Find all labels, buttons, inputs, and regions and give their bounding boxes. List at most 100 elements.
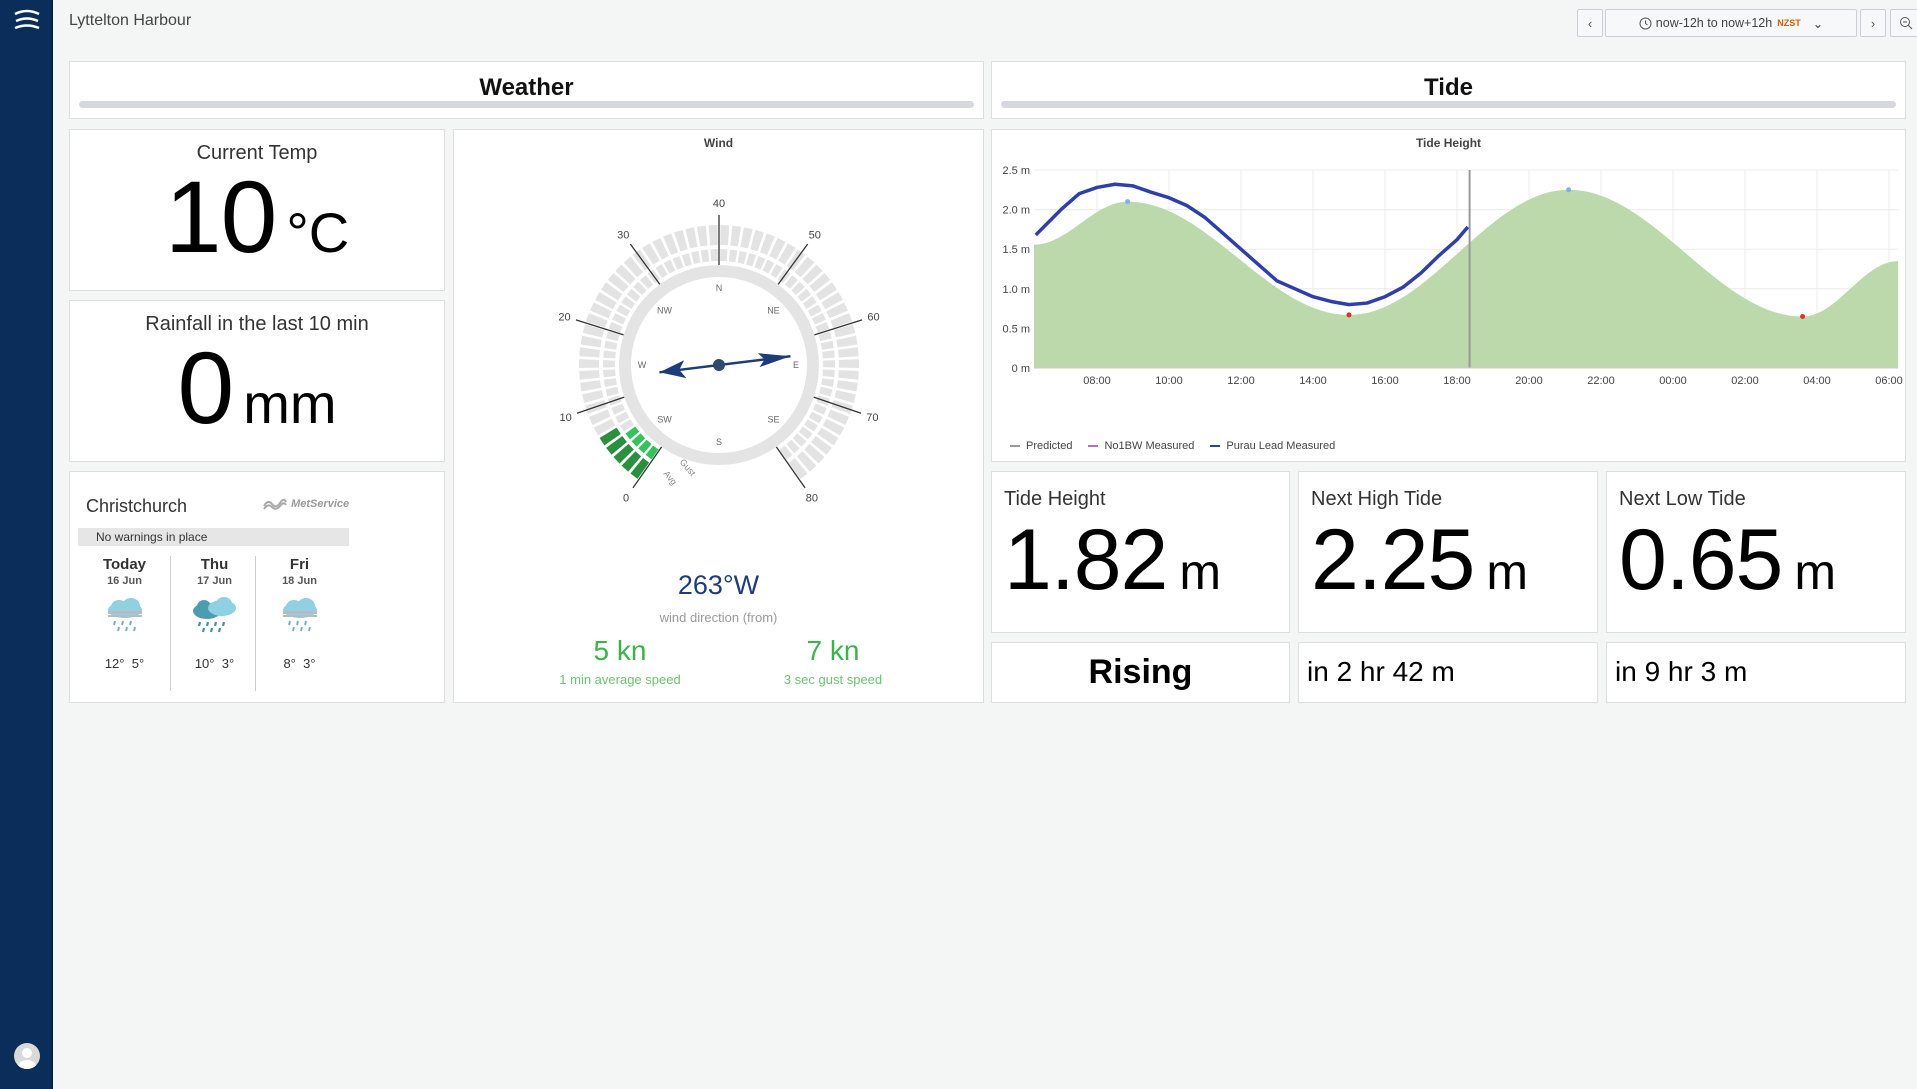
avg-speed-segment	[611, 403, 626, 415]
time-range-picker[interactable]: now-12h to now+12h NZST ⌄	[1605, 9, 1857, 37]
forecast-day-date: 16 Jun	[107, 575, 142, 587]
gust-speed-segment	[836, 335, 858, 348]
gust-speed-value: 7 kn	[806, 635, 860, 666]
tide-trend-stat[interactable]: Rising	[991, 642, 1290, 703]
gust-speed-segment	[652, 237, 669, 260]
gust-speed-segment	[579, 370, 600, 380]
avg-speed-segment	[612, 313, 626, 325]
zoom-out-icon	[1900, 17, 1913, 30]
avg-speed-segment	[819, 386, 833, 397]
compass-label: SW	[657, 414, 672, 424]
wind-direction-value: 263°W	[677, 570, 760, 600]
gust-speed-segment	[630, 457, 650, 479]
gust-speed-segment	[607, 273, 629, 293]
forecast-day-name: Fri	[289, 556, 310, 573]
rainfall-panel[interactable]: Rainfall in the last 10 min 0 mm	[69, 300, 445, 462]
speed-tick-label: 50	[809, 229, 821, 241]
next-high-tide-stat[interactable]: Next High Tide 2.25 m	[1298, 471, 1598, 633]
speed-tick	[777, 243, 809, 285]
forecast-day-0[interactable]: Today 16 Jun 12° 5°	[81, 556, 168, 691]
user-avatar[interactable]	[14, 1043, 40, 1069]
gust-speed-segment	[830, 313, 853, 328]
zoom-out-button[interactable]	[1890, 9, 1917, 37]
gust-speed-segment	[794, 256, 815, 278]
gust-speed-segment	[663, 233, 679, 256]
forecast-day-name: Thu	[200, 556, 229, 573]
tide-height-value: 1.82 m	[1004, 512, 1222, 608]
tide-row-header[interactable]: Tide	[991, 61, 1906, 119]
legend-item-predicted[interactable]: Predicted	[1010, 440, 1072, 452]
gust-speed-segment	[595, 292, 617, 310]
avg-speed-segment	[797, 288, 812, 302]
gust-speed-segment	[582, 324, 605, 338]
gust-speed-segment	[623, 256, 644, 278]
gust-speed-segment	[817, 427, 839, 446]
avg-speed-label: 1 min average speed	[559, 672, 681, 687]
weather-row-title: Weather	[479, 74, 574, 101]
gust-speed-segment	[750, 229, 764, 252]
avg-speed-segment	[728, 249, 738, 263]
forecast-day-name: Today	[102, 556, 147, 573]
avg-speed-segment	[603, 369, 616, 378]
weather-row-header[interactable]: Weather	[69, 61, 984, 119]
legend-item-purau[interactable]: Purau Lead Measured	[1210, 440, 1335, 452]
next-low-label: Next Low Tide	[1619, 488, 1746, 510]
row-divider	[1001, 101, 1896, 108]
avg-speed-segment	[616, 304, 631, 317]
speed-tick-label: 60	[867, 311, 879, 323]
avg-speed-segment	[815, 322, 830, 333]
forecast-day-1[interactable]: Thu 17 Jun 10° 3°	[171, 556, 258, 691]
current-temp-unit: °C	[286, 201, 350, 264]
gust-speed-segment	[822, 418, 845, 436]
x-tick-label: 14:00	[1299, 375, 1327, 387]
low-tide-point	[1800, 314, 1806, 320]
compass-label: E	[793, 360, 799, 370]
y-tick-label: 1.0 m	[1002, 284, 1030, 296]
avg-speed-segment	[691, 250, 701, 265]
y-tick-label: 2.0 m	[1002, 205, 1030, 217]
gust-speed-segment	[606, 435, 627, 455]
avg-speed-segment	[822, 350, 835, 359]
forecast-day-date: 17 Jun	[197, 575, 232, 587]
speed-tick	[576, 396, 625, 414]
metservice-logo[interactable]: MetService	[262, 498, 349, 510]
speed-tick	[775, 446, 806, 489]
time-range-text: now-12h to now+12h	[1655, 16, 1773, 30]
high-tide-countdown[interactable]: in 2 hr 42 m	[1298, 642, 1598, 703]
forecast-divider	[255, 556, 256, 691]
tide-height-stat[interactable]: Tide Height 1.82 m	[991, 471, 1290, 633]
forecast-day-date: 18 Jun	[282, 575, 317, 587]
warning-banner: No warnings in place	[78, 528, 349, 546]
low-tide-countdown[interactable]: in 9 hr 3 m	[1606, 642, 1906, 703]
next-low-tide-stat[interactable]: Next Low Tide 0.65 m	[1606, 471, 1906, 633]
x-tick-label: 10:00	[1155, 375, 1183, 387]
avg-speed-segment	[631, 433, 646, 447]
high-tide-point	[1566, 187, 1572, 193]
wind-panel[interactable]: Wind 0 10 20 30 40 50 60 70 80 N NE E SE S SW W NW Gust…	[453, 129, 984, 703]
avg-speed-segment	[615, 411, 630, 424]
time-forward-button[interactable]: ›	[1860, 9, 1886, 37]
avg-speed-segment	[792, 433, 807, 447]
gust-speed-segment	[621, 451, 642, 472]
time-back-button[interactable]: ‹	[1577, 9, 1603, 37]
dashboard-title[interactable]: Lyttelton Harbour	[69, 12, 192, 29]
avg-speed-segment	[807, 304, 822, 317]
next-high-value: 2.25 m	[1311, 512, 1529, 608]
avg-speed-segment	[784, 275, 798, 289]
current-temp-panel[interactable]: Current Temp 10 °C	[69, 129, 445, 291]
avg-speed-segment	[808, 411, 823, 424]
avg-speed-segment	[638, 439, 652, 454]
tide-height-chart-panel[interactable]: Tide Height 0 m 0.5 m 1.0 m 1.5 m 2.0 m 2.5 m…	[991, 129, 1906, 462]
chart-legend[interactable]: Predicted No1BW Measured Purau Lead Meas…	[1010, 440, 1335, 452]
x-tick-label: 16:00	[1371, 375, 1399, 387]
forecast-day-2[interactable]: Fri 18 Jun 8° 3°	[256, 556, 343, 691]
gust-speed-segment	[601, 282, 623, 301]
forecast-panel[interactable]: Christchurch MetService No warnings in p…	[69, 471, 445, 703]
grafana-logo-icon[interactable]	[12, 8, 42, 34]
next-low-value: 0.65 m	[1619, 512, 1837, 608]
avg-speed-segment	[700, 249, 710, 263]
legend-item-no1bw[interactable]: No1BW Measured	[1088, 440, 1194, 452]
gust-speed-segment	[796, 451, 817, 472]
high-tide-point	[1125, 199, 1131, 205]
